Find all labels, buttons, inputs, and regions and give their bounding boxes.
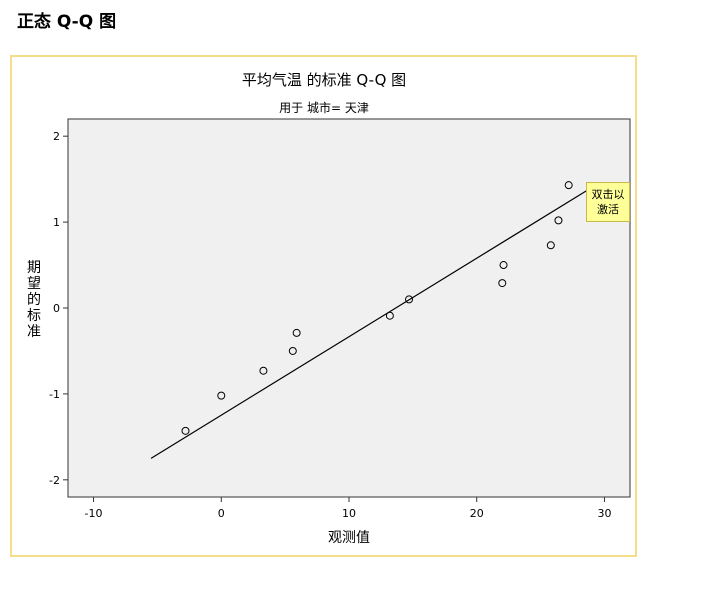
data-point (288, 346, 297, 355)
y-tick-label: 0 (53, 302, 60, 315)
y-tick-label: -1 (49, 388, 60, 401)
activate-tooltip[interactable]: 双击以 激活 (586, 182, 630, 222)
data-point (217, 391, 226, 400)
data-point (405, 295, 414, 304)
x-tick-label: 10 (342, 507, 356, 520)
data-point (181, 426, 190, 435)
data-point (498, 279, 507, 288)
tooltip-line-1: 双击以 (591, 188, 625, 201)
x-tick-label: 0 (218, 507, 225, 520)
data-point (554, 216, 563, 225)
tooltip-line-2: 激活 (597, 203, 619, 216)
reference-line (150, 185, 595, 459)
data-point (259, 366, 268, 375)
data-point (546, 241, 555, 250)
data-point (564, 181, 573, 190)
chart-title: 平均气温 的标准 Q-Q 图 (242, 71, 406, 89)
plot-area (67, 118, 631, 498)
y-axis: 2 1 0 -1 -2 (49, 130, 68, 487)
data-points (181, 181, 573, 435)
y-axis-label: 期望的标准 (27, 260, 41, 340)
data-point (385, 311, 394, 320)
page-heading: 正态 Q-Q 图 (17, 12, 117, 32)
chart-subtitle: 用于 城市= 天津 (279, 100, 369, 115)
reference-line-group (150, 185, 595, 459)
x-tick-label: -10 (85, 507, 103, 520)
y-tick-label: 2 (53, 130, 60, 143)
y-tick-label: -2 (49, 474, 60, 487)
y-tick-label: 1 (53, 216, 60, 229)
x-axis: -10 0 10 20 30 (85, 497, 611, 520)
x-tick-label: 30 (597, 507, 611, 520)
data-point (292, 328, 301, 337)
x-axis-label: 观测值 (328, 530, 370, 546)
data-point (499, 261, 508, 270)
x-tick-label: 20 (470, 507, 484, 520)
